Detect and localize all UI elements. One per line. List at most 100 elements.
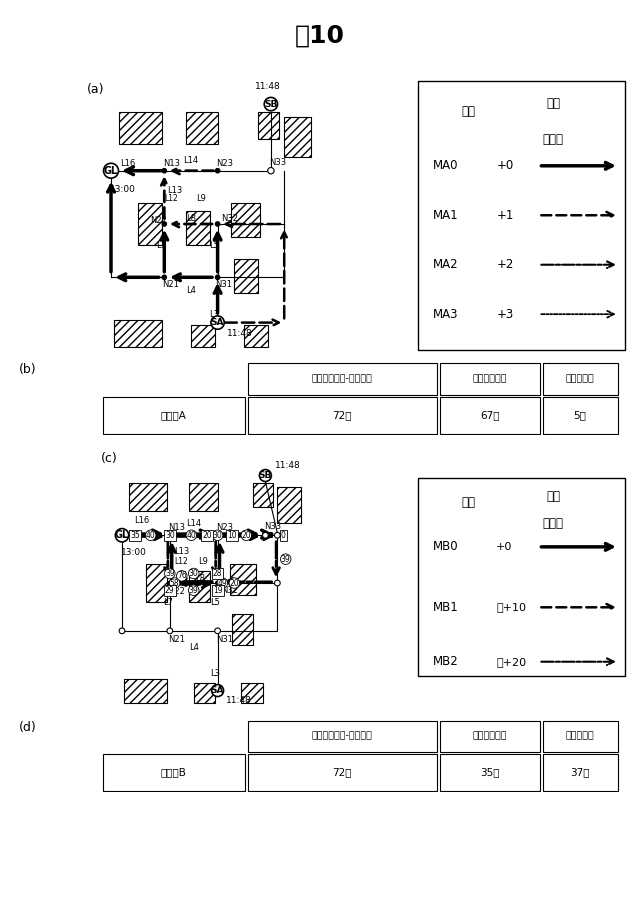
Circle shape xyxy=(216,222,220,226)
Text: N22: N22 xyxy=(168,587,186,595)
Text: L14: L14 xyxy=(186,518,201,528)
Bar xyxy=(543,397,618,433)
Bar xyxy=(186,112,218,144)
Circle shape xyxy=(177,571,187,581)
Text: 許容タイム: 許容タイム xyxy=(566,375,595,384)
Circle shape xyxy=(241,530,252,540)
Text: 37分: 37分 xyxy=(570,768,589,778)
Text: L13: L13 xyxy=(175,548,190,556)
Text: L4: L4 xyxy=(189,643,198,652)
Text: N21: N21 xyxy=(162,279,179,289)
Text: SB: SB xyxy=(264,100,278,109)
Text: 30: 30 xyxy=(165,530,175,540)
Text: 0: 0 xyxy=(281,530,285,540)
Text: (c): (c) xyxy=(100,452,117,464)
Circle shape xyxy=(188,568,199,579)
Bar xyxy=(189,483,218,511)
Circle shape xyxy=(164,568,175,579)
Text: L12: L12 xyxy=(175,557,188,566)
Text: 76: 76 xyxy=(177,572,187,581)
Text: N31: N31 xyxy=(216,635,234,644)
Text: MB2: MB2 xyxy=(433,655,459,668)
Circle shape xyxy=(215,628,220,634)
Text: 20: 20 xyxy=(241,530,251,540)
Text: N21: N21 xyxy=(168,635,186,644)
Text: N33: N33 xyxy=(269,158,287,167)
Text: (d): (d) xyxy=(19,721,37,734)
Circle shape xyxy=(212,530,223,540)
Bar xyxy=(543,754,618,791)
Circle shape xyxy=(167,628,173,634)
Text: +2: +2 xyxy=(496,258,514,271)
Text: 39: 39 xyxy=(165,569,175,578)
Bar xyxy=(277,487,301,523)
Bar xyxy=(129,483,168,511)
Circle shape xyxy=(217,578,228,588)
Text: GL: GL xyxy=(104,166,118,176)
Text: ～+10: ～+10 xyxy=(496,603,526,612)
Text: L4: L4 xyxy=(186,287,196,295)
Text: L7: L7 xyxy=(156,241,166,250)
Text: L13: L13 xyxy=(167,186,182,195)
Text: 58: 58 xyxy=(170,579,179,587)
Text: MA3: MA3 xyxy=(433,308,458,321)
Text: 到着指定時刻-出発時刻: 到着指定時刻-出発時刻 xyxy=(312,732,372,741)
Circle shape xyxy=(216,533,220,537)
Text: 11:48: 11:48 xyxy=(227,329,253,338)
Text: N13: N13 xyxy=(168,523,186,532)
Bar xyxy=(253,483,273,507)
Bar xyxy=(194,683,215,703)
Text: L16: L16 xyxy=(134,517,149,525)
Circle shape xyxy=(186,530,196,540)
Text: GL: GL xyxy=(115,530,129,540)
Bar xyxy=(543,721,618,752)
Text: 5分: 5分 xyxy=(573,410,586,420)
Circle shape xyxy=(259,470,271,482)
Text: L9: L9 xyxy=(196,194,206,203)
Text: コスト: コスト xyxy=(543,517,564,529)
Text: 35: 35 xyxy=(131,530,140,540)
Text: 13:00: 13:00 xyxy=(109,185,136,194)
Bar xyxy=(124,679,168,703)
Text: 利用者A: 利用者A xyxy=(161,410,187,420)
Text: 40: 40 xyxy=(186,530,196,540)
Text: 矢印: 矢印 xyxy=(462,496,476,509)
Text: 67分: 67分 xyxy=(480,410,499,420)
Text: 許容タイム: 許容タイム xyxy=(566,732,595,741)
Text: MB0: MB0 xyxy=(433,540,458,553)
Bar xyxy=(440,364,540,395)
Text: ～+20: ～+20 xyxy=(496,657,526,667)
Circle shape xyxy=(211,316,224,329)
Circle shape xyxy=(262,532,268,538)
Text: L3: L3 xyxy=(210,311,220,320)
Text: 40: 40 xyxy=(146,530,156,540)
Circle shape xyxy=(104,163,118,179)
Text: 39: 39 xyxy=(281,555,291,563)
Bar xyxy=(104,754,244,791)
Text: MA0: MA0 xyxy=(433,159,458,172)
Text: N32: N32 xyxy=(221,214,239,224)
Bar xyxy=(114,320,162,346)
Text: 11:48: 11:48 xyxy=(255,82,281,92)
Circle shape xyxy=(145,530,156,540)
Circle shape xyxy=(115,529,129,542)
Circle shape xyxy=(168,533,172,537)
Circle shape xyxy=(264,97,278,111)
Text: L8: L8 xyxy=(195,573,205,583)
Text: +0: +0 xyxy=(496,159,513,172)
Text: 13:00: 13:00 xyxy=(121,549,147,558)
Text: +0: +0 xyxy=(496,542,513,551)
Text: 20: 20 xyxy=(230,579,239,587)
Bar xyxy=(241,683,263,703)
Text: SB: SB xyxy=(259,471,272,480)
Circle shape xyxy=(275,532,280,538)
Text: 19: 19 xyxy=(212,585,223,594)
Text: 29: 29 xyxy=(165,585,175,594)
Text: コスト: コスト xyxy=(543,133,564,146)
Text: 図10: 図10 xyxy=(295,23,345,48)
Circle shape xyxy=(162,275,166,279)
Text: MA2: MA2 xyxy=(433,258,458,271)
Circle shape xyxy=(168,581,172,585)
Circle shape xyxy=(162,222,166,226)
Circle shape xyxy=(268,168,274,174)
